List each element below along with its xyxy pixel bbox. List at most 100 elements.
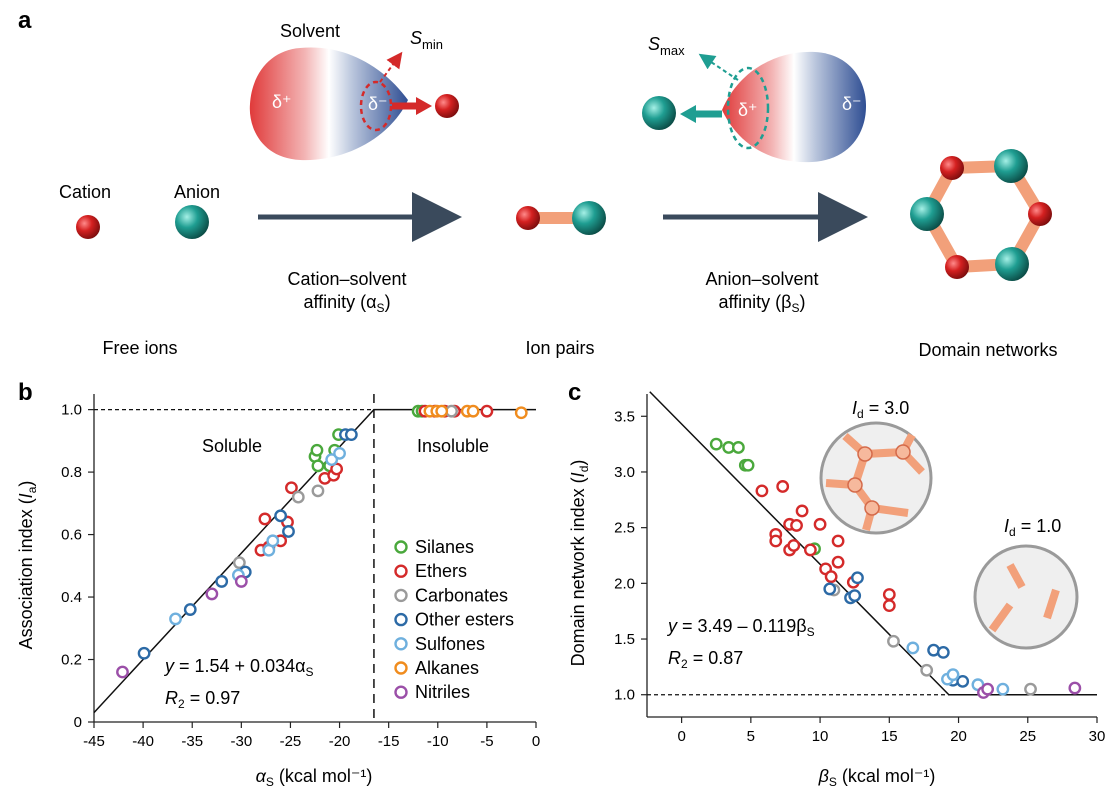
data-point-ethers <box>790 519 803 532</box>
x-tick-label: 5 <box>747 728 755 745</box>
ring-anion-2 <box>995 247 1029 281</box>
region-soluble: Soluble <box>202 436 262 456</box>
panel-a-label: a <box>18 7 32 34</box>
data-point-silanes <box>709 437 723 451</box>
data-point-other-esters <box>282 525 295 538</box>
attraction-arrowhead-red <box>416 97 432 115</box>
free-anion <box>175 205 209 239</box>
data-point-carbonates <box>920 663 934 677</box>
y-tick-label: 3.5 <box>614 408 635 425</box>
y-tick-label: 0.8 <box>61 464 82 481</box>
data-point-other-esters <box>274 509 288 523</box>
data-point-sulfones <box>169 612 182 626</box>
data-point-other-esters <box>936 646 950 659</box>
x-tick-label: 30 <box>1089 728 1106 745</box>
y-tick-label: 2.5 <box>614 520 635 537</box>
data-point-ethers <box>330 462 344 476</box>
data-point-carbonates <box>291 490 305 504</box>
data-point-alkanes <box>466 404 480 418</box>
anion-bound <box>642 96 676 130</box>
data-point-nitriles <box>1068 681 1082 695</box>
x-tick-label: 15 <box>881 728 898 745</box>
delta-plus-right: δ⁺ <box>738 100 758 120</box>
data-point-other-esters <box>823 582 837 596</box>
data-point-nitriles <box>234 575 248 588</box>
data-point-nitriles <box>981 682 995 696</box>
x-tick-label: -20 <box>329 733 351 750</box>
data-point-ethers <box>803 543 817 557</box>
legend-marker <box>394 612 408 627</box>
free-ions-label: Free ions <box>102 338 177 358</box>
xlabel-b: αS (kcal mol⁻¹) <box>256 766 373 789</box>
equation-b: y = 1.54 + 0.034αS <box>163 656 314 679</box>
data-point-nitriles <box>205 587 219 601</box>
dashed-site-left <box>359 80 393 132</box>
y-tick-label: 1.0 <box>614 687 635 704</box>
data-point-other-esters <box>137 646 151 660</box>
chart-c-axes: 0 5 10 15 20 25 30 1.0 1.5 2.0 2.5 3.0 3.5 <box>614 394 1105 745</box>
legend-label: Other esters <box>415 610 514 630</box>
data-point-carbonates <box>232 556 246 570</box>
legend-marker <box>394 637 408 651</box>
data-point-silanes <box>311 459 325 473</box>
ion-pairs-label: Ion pairs <box>525 338 594 358</box>
anion-affinity-line2: affinity (βS) <box>718 292 805 315</box>
legend-label: Ethers <box>415 561 467 581</box>
ring-cation-2 <box>1028 202 1052 226</box>
panel-b: b Soluble Insoluble -45 -40 -35 -30 -25 -20 -1… <box>16 379 540 789</box>
legend-marker <box>394 661 408 675</box>
anion-label: Anion <box>174 182 220 202</box>
data-point-ethers <box>882 599 896 613</box>
x-tick-label: -15 <box>378 733 400 750</box>
r2-b: R2 = 0.97 <box>165 688 240 711</box>
xlabel-c: βS (kcal mol⁻¹) <box>818 766 936 789</box>
smax-label: Smax <box>648 34 685 58</box>
data-point-silanes <box>741 458 755 472</box>
legend-marker <box>394 588 408 603</box>
data-point-ethers <box>755 484 769 498</box>
attraction-arrowhead-teal <box>680 105 696 123</box>
domain-network-ring <box>910 149 1052 281</box>
data-point-sulfones <box>996 682 1010 696</box>
legend-label: Silanes <box>415 537 474 557</box>
chart-b-legend: Silanes Ethers Carbonates Other esters Sulfo… <box>394 537 514 702</box>
data-point-nitriles <box>116 665 129 679</box>
chart-b-points <box>116 404 528 679</box>
data-point-ethers <box>480 404 494 418</box>
legend-marker <box>394 540 408 554</box>
data-point-ethers <box>776 480 790 493</box>
inset-network-high: Id = 3.0 <box>819 398 933 535</box>
data-point-sulfones <box>946 668 960 682</box>
y-tick-label: 2.0 <box>614 575 635 592</box>
y-tick-label: 1.5 <box>614 631 635 648</box>
ring-anion-3 <box>910 197 944 231</box>
inset-high-circle <box>819 421 933 535</box>
y-tick-label: 0 <box>74 714 82 731</box>
x-tick-label: -40 <box>132 733 154 750</box>
chart-c-points <box>709 437 1082 699</box>
ring-anion-1 <box>994 149 1028 183</box>
inset-low-label: Id = 1.0 <box>1004 516 1061 539</box>
equation-c: y = 3.49 – 0.119βS <box>666 616 815 639</box>
x-tick-label: 10 <box>812 728 829 745</box>
data-point-ethers <box>258 512 272 526</box>
r2-c: R2 = 0.87 <box>668 648 743 671</box>
data-point-other-esters <box>956 674 970 688</box>
solvent-molecule-right <box>722 51 866 163</box>
data-point-ethers <box>769 534 783 548</box>
data-point-ethers <box>882 588 896 601</box>
data-point-alkanes <box>514 406 528 420</box>
smax-arrow <box>698 53 739 81</box>
inset-high-label: Id = 3.0 <box>852 398 909 421</box>
ring-cation-1 <box>940 156 964 180</box>
smin-arrow <box>379 51 403 83</box>
inset-high-nodes <box>847 444 911 516</box>
data-point-ethers <box>795 504 809 518</box>
inset-network-low: Id = 1.0 <box>973 516 1079 650</box>
legend-marker <box>394 685 408 699</box>
chart-b-axes: -45 -40 -35 -30 -25 -20 -15 -10 -5 0 0 0.2 0.4 0.6 0.8… <box>61 394 540 750</box>
legend-label: Carbonates <box>415 585 508 605</box>
panel-c: c 0 5 10 15 20 25 301.01.52.02.53.03.5 Id <box>568 379 1105 789</box>
data-point-ethers <box>285 481 298 495</box>
y-tick-label: 1.0 <box>61 402 82 419</box>
